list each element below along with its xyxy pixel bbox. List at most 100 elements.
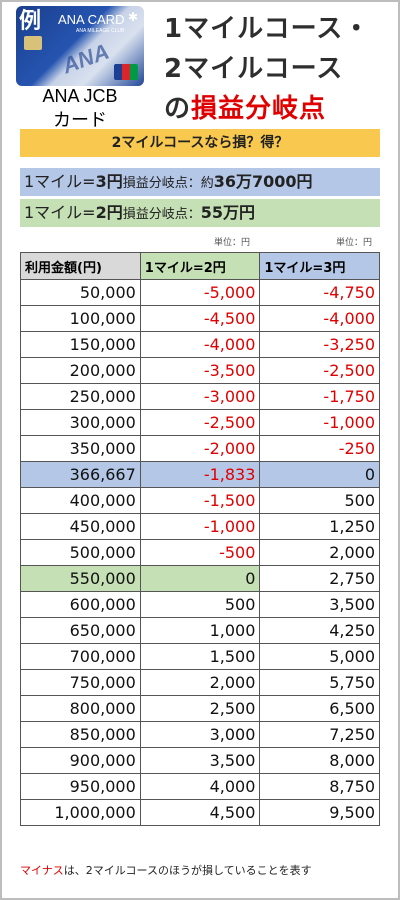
table-row: 366,667 -1,833 0 — [20, 461, 380, 488]
cell-2yen: 2,000 — [139, 669, 261, 696]
table-row: 350,000 -2,000 -250 — [20, 435, 380, 462]
cell-2yen: -1,500 — [139, 487, 261, 514]
footnote-rest: は、2マイルコースのほうが損していることを表す — [63, 864, 312, 877]
card-label-line1: ANA JCB — [42, 86, 118, 106]
title-line3-prefix: の — [164, 94, 192, 124]
table-row: 650,000 1,000 4,250 — [20, 617, 380, 644]
cell-3yen: 6,500 — [259, 695, 380, 722]
cell-2yen: -2,000 — [139, 435, 261, 462]
cell-3yen: 9,500 — [259, 799, 380, 826]
table-row: 500,000 -500 2,000 — [20, 539, 380, 566]
cell-2yen: -1,833 — [139, 461, 261, 488]
cell-amount: 50,000 — [20, 279, 141, 306]
footnote-red: マイナス — [20, 864, 64, 877]
cell-2yen: 4,500 — [139, 799, 261, 826]
table-row: 700,000 1,500 5,000 — [20, 643, 380, 670]
breakeven-2yen-rate: 2円 — [95, 203, 123, 222]
table-row: 900,000 3,500 8,000 — [20, 747, 380, 774]
table-row: 150,000 -4,000 -3,250 — [20, 331, 380, 358]
cell-3yen: 2,750 — [259, 565, 380, 592]
cell-amount: 100,000 — [20, 305, 141, 332]
question-banner: 2マイルコースなら損？得？ — [20, 129, 380, 157]
table-row: 600,000 500 3,500 — [20, 591, 380, 618]
star-alliance-icon: ✱ — [127, 10, 138, 24]
cell-2yen: 500 — [139, 591, 261, 618]
cell-2yen: 3,500 — [139, 747, 261, 774]
cell-amount: 200,000 — [20, 357, 141, 384]
cell-amount: 750,000 — [20, 669, 141, 696]
title-line3: の損益分岐点 — [164, 88, 326, 125]
cell-2yen: 4,000 — [139, 773, 261, 800]
cell-2yen: -3,500 — [139, 357, 261, 384]
breakeven-table: 利用金額(円) 1マイル=2円 1マイル=3円 50,000 -5,000 -4,7… — [20, 252, 380, 826]
breakeven-2yen-prefix: 1マイル= — [24, 203, 96, 222]
cell-2yen: -3,000 — [139, 383, 261, 410]
breakeven-2yen-label: 損益分岐点： — [122, 207, 201, 222]
breakeven-3yen-value: 36万7000円 — [213, 172, 313, 191]
title-line1: 1マイルコース・ — [164, 14, 371, 44]
cell-amount: 400,000 — [20, 487, 141, 514]
unit-label-col1: 単位：円 — [214, 238, 251, 248]
unit-label-col2: 単位：円 — [336, 238, 373, 248]
card-label-line2: カード — [53, 110, 107, 130]
breakeven-3yen: 1マイル=3円損益分岐点：約36万7000円 — [20, 168, 380, 196]
cell-amount: 150,000 — [20, 331, 141, 358]
title-line2: 2マイルコース — [164, 54, 344, 84]
cell-amount: 800,000 — [20, 695, 141, 722]
cell-3yen: 1,250 — [259, 513, 380, 540]
cell-2yen: 2,500 — [139, 695, 261, 722]
table-row: 1,000,000 4,500 9,500 — [20, 799, 380, 826]
cell-3yen: 3,500 — [259, 591, 380, 618]
table-row: 450,000 -1,000 1,250 — [20, 513, 380, 540]
card-brand-text: ANA CARD — [58, 12, 125, 27]
cell-2yen: 3,000 — [139, 721, 261, 748]
table-row: 850,000 3,000 7,250 — [20, 721, 380, 748]
footnote: マイナスは、2マイルコースのほうが損していることを表す — [20, 862, 312, 878]
breakeven-2yen: 1マイル=2円損益分岐点：55万円 — [20, 199, 380, 227]
cell-amount: 250,000 — [20, 383, 141, 410]
cell-2yen: -500 — [139, 539, 261, 566]
cell-3yen: 5,000 — [259, 643, 380, 670]
cell-3yen: 8,000 — [259, 747, 380, 774]
table-row: 200,000 -3,500 -2,500 — [20, 357, 380, 384]
table-row: 300,000 -2,500 -1,000 — [20, 409, 380, 436]
table-row: 950,000 4,000 8,750 — [20, 773, 380, 800]
cell-amount: 300,000 — [20, 409, 141, 436]
title-line3-red: 損益分岐点 — [191, 94, 327, 124]
cell-2yen: 1,000 — [139, 617, 261, 644]
cell-3yen: -3,250 — [259, 331, 380, 358]
ana-logo: ANA — [58, 38, 113, 79]
cell-2yen: -5,000 — [139, 279, 261, 306]
cell-amount: 350,000 — [20, 435, 141, 462]
cell-amount: 900,000 — [20, 747, 141, 774]
cell-3yen: 500 — [259, 487, 380, 514]
cell-amount: 700,000 — [20, 643, 141, 670]
ana-jcb-card-image: 例 ANA CARD ✱ ANA MILEAGE CLUB ANA — [16, 6, 144, 86]
cell-2yen: -2,500 — [139, 409, 261, 436]
breakeven-3yen-label: 損益分岐点：約 — [122, 176, 214, 191]
cell-3yen: -4,750 — [259, 279, 380, 306]
cell-amount: 1,000,000 — [20, 799, 141, 826]
cell-3yen: -1,000 — [259, 409, 380, 436]
jcb-logo-icon — [114, 64, 138, 80]
cell-3yen: -1,750 — [259, 383, 380, 410]
cell-3yen: 4,250 — [259, 617, 380, 644]
cell-2yen: -4,500 — [139, 305, 261, 332]
cell-2yen: -4,000 — [139, 331, 261, 358]
cell-3yen: -250 — [259, 435, 380, 462]
cell-3yen: 0 — [259, 461, 380, 488]
cell-3yen: -4,000 — [259, 305, 380, 332]
table-row: 550,000 0 2,750 — [20, 565, 380, 592]
table-row: 400,000 -1,500 500 — [20, 487, 380, 514]
cell-2yen: -1,000 — [139, 513, 261, 540]
cell-amount: 450,000 — [20, 513, 141, 540]
table-row: 250,000 -3,000 -1,750 — [20, 383, 380, 410]
breakeven-3yen-rate: 3円 — [95, 172, 123, 191]
cell-amount: 500,000 — [20, 539, 141, 566]
cell-3yen: -2,500 — [259, 357, 380, 384]
header-amount: 利用金額(円) — [20, 252, 141, 280]
table-row: 100,000 -4,500 -4,000 — [20, 305, 380, 332]
cell-amount: 600,000 — [20, 591, 141, 618]
header-2yen: 1マイル=2円 — [139, 252, 261, 280]
